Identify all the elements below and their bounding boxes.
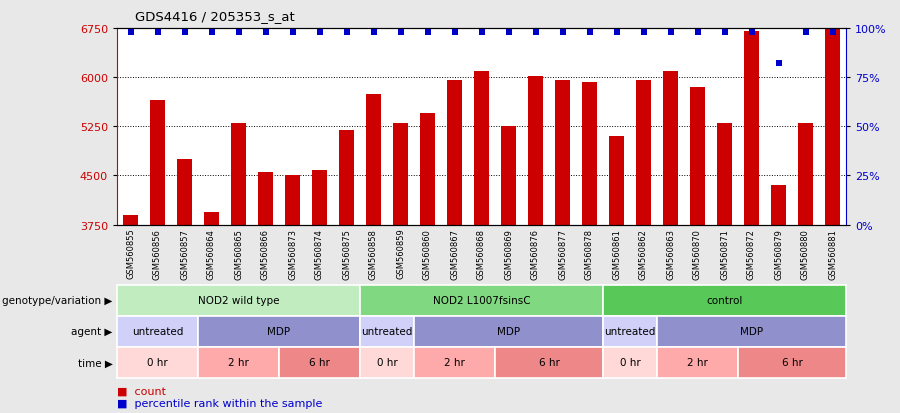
Text: GSM560870: GSM560870 — [693, 228, 702, 279]
Bar — [825, 29, 840, 225]
Text: 2 hr: 2 hr — [687, 357, 708, 368]
Text: GSM560876: GSM560876 — [531, 228, 540, 279]
Text: 6 hr: 6 hr — [538, 357, 560, 368]
Bar — [231, 124, 246, 225]
Text: genotype/variation ▶: genotype/variation ▶ — [2, 295, 112, 306]
Text: GSM560858: GSM560858 — [369, 228, 378, 279]
Bar — [312, 171, 327, 225]
Bar — [285, 176, 300, 225]
Text: GSM560878: GSM560878 — [585, 228, 594, 279]
Bar — [393, 124, 408, 225]
Bar — [690, 88, 705, 225]
Text: GSM560857: GSM560857 — [180, 228, 189, 279]
Bar — [366, 94, 381, 225]
Text: GSM560855: GSM560855 — [126, 228, 135, 279]
Bar — [258, 173, 273, 225]
Text: NOD2 wild type: NOD2 wild type — [198, 295, 279, 306]
Bar — [744, 32, 759, 225]
Text: 0 hr: 0 hr — [619, 357, 641, 368]
Bar — [501, 127, 516, 225]
Bar — [150, 101, 165, 225]
Text: GSM560874: GSM560874 — [315, 228, 324, 279]
Text: untreated: untreated — [361, 326, 413, 337]
Bar — [339, 130, 354, 225]
Bar — [582, 83, 597, 225]
Text: MDP: MDP — [497, 326, 520, 337]
Text: 6 hr: 6 hr — [309, 357, 330, 368]
Text: NOD2 L1007fsinsC: NOD2 L1007fsinsC — [433, 295, 530, 306]
Text: GSM560881: GSM560881 — [828, 228, 837, 279]
Bar — [555, 81, 570, 225]
Text: GSM560863: GSM560863 — [666, 228, 675, 279]
Bar — [177, 160, 192, 225]
Bar — [420, 114, 435, 225]
Text: ■  count: ■ count — [117, 386, 166, 396]
Bar — [636, 81, 651, 225]
Text: GSM560872: GSM560872 — [747, 228, 756, 279]
Text: MDP: MDP — [267, 326, 291, 337]
Text: GSM560879: GSM560879 — [774, 228, 783, 279]
Text: control: control — [706, 295, 742, 306]
Bar — [123, 215, 138, 225]
Text: GSM560869: GSM560869 — [504, 228, 513, 279]
Bar — [474, 71, 489, 225]
Text: GSM560880: GSM560880 — [801, 228, 810, 279]
Bar — [663, 71, 678, 225]
Text: agent ▶: agent ▶ — [71, 326, 112, 337]
Text: GSM560873: GSM560873 — [288, 228, 297, 279]
Bar — [204, 212, 219, 225]
Text: GSM560865: GSM560865 — [234, 228, 243, 279]
Text: GSM560875: GSM560875 — [342, 228, 351, 279]
Text: GSM560860: GSM560860 — [423, 228, 432, 279]
Bar — [771, 186, 786, 225]
Text: time ▶: time ▶ — [77, 357, 112, 368]
Text: 0 hr: 0 hr — [147, 357, 168, 368]
Text: GSM560864: GSM560864 — [207, 228, 216, 279]
Text: GSM560867: GSM560867 — [450, 228, 459, 279]
Text: GDS4416 / 205353_s_at: GDS4416 / 205353_s_at — [135, 10, 295, 23]
Text: GSM560862: GSM560862 — [639, 228, 648, 279]
Text: 2 hr: 2 hr — [444, 357, 465, 368]
Text: 6 hr: 6 hr — [781, 357, 803, 368]
Text: 2 hr: 2 hr — [228, 357, 249, 368]
Text: MDP: MDP — [740, 326, 763, 337]
Text: GSM560856: GSM560856 — [153, 228, 162, 279]
Text: untreated: untreated — [604, 326, 656, 337]
Bar — [528, 77, 543, 225]
Text: GSM560861: GSM560861 — [612, 228, 621, 279]
Text: untreated: untreated — [131, 326, 184, 337]
Text: 0 hr: 0 hr — [376, 357, 398, 368]
Bar — [717, 124, 732, 225]
Text: GSM560868: GSM560868 — [477, 228, 486, 279]
Bar — [447, 81, 462, 225]
Text: GSM560871: GSM560871 — [720, 228, 729, 279]
Bar — [609, 137, 624, 225]
Text: ■  percentile rank within the sample: ■ percentile rank within the sample — [117, 398, 322, 408]
Bar — [798, 124, 813, 225]
Text: GSM560877: GSM560877 — [558, 228, 567, 279]
Text: GSM560866: GSM560866 — [261, 228, 270, 279]
Text: GSM560859: GSM560859 — [396, 228, 405, 279]
